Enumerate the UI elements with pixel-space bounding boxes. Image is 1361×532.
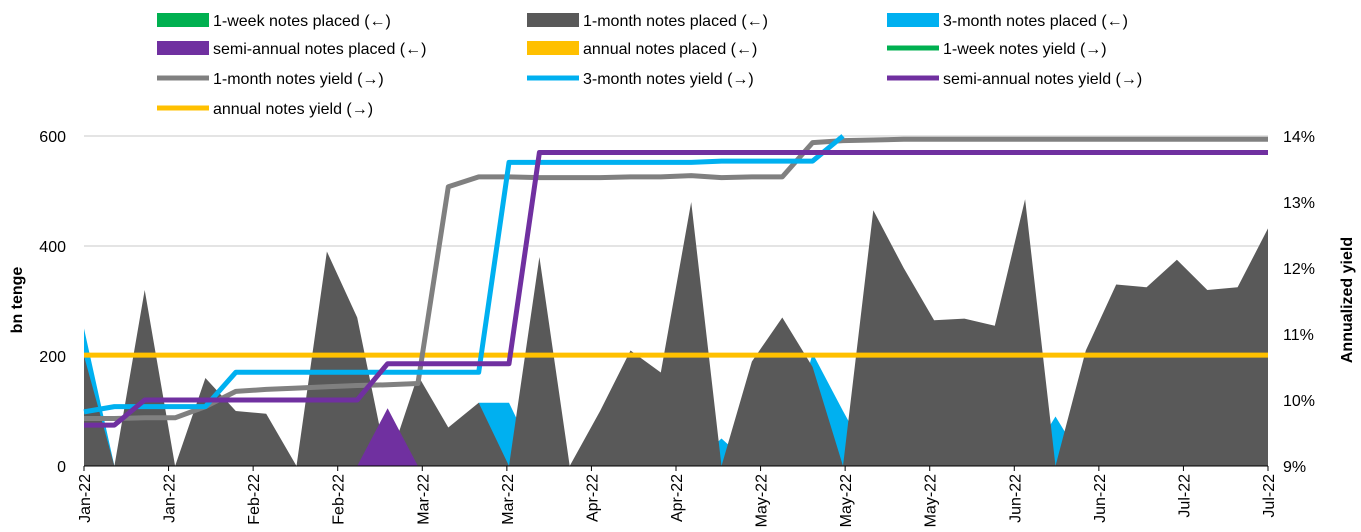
y-left-tick-label: 0: [57, 459, 66, 476]
legend-item: 1-week notes yield (→): [887, 41, 1107, 58]
yield-lines: [83, 134, 1268, 428]
legend-label: annual notes yield (→): [213, 101, 373, 118]
x-tick-label: Apr-22: [669, 474, 686, 522]
x-tick-label: Jun-22: [1092, 474, 1109, 523]
legend-item: annual notes placed (←): [527, 41, 757, 58]
x-tick-label: May-22: [754, 474, 771, 527]
legend-item: 3-month notes placed (←): [887, 13, 1128, 30]
y-left-axis-title: bn tenge: [9, 267, 26, 334]
area-one-month-area: [84, 199, 1268, 467]
x-tick-label: Mar-22: [500, 474, 517, 525]
x-tick-label: Jan-22: [77, 474, 94, 523]
legend-swatch: [887, 13, 939, 27]
x-tick-label: Jan-22: [162, 474, 179, 523]
x-tick-label: Apr-22: [584, 474, 601, 522]
legend-item: 3-month notes yield (→): [527, 71, 754, 88]
x-tick-label: Mar-22: [415, 474, 432, 525]
legend-label: 1-week notes placed (←): [213, 13, 391, 30]
y-right-tick-label: 14%: [1283, 129, 1315, 146]
x-tick-label: Jun-22: [1007, 474, 1024, 523]
legend-item: 1-month notes placed (←): [527, 13, 768, 30]
legend-label: 3-month notes yield (→): [583, 71, 754, 88]
area-semi-annual: [84, 408, 1268, 466]
legend-item: 1-month notes yield (→): [157, 71, 384, 88]
legend-label: semi-annual notes yield (→): [943, 71, 1142, 88]
y-left-tick-label: 400: [39, 239, 66, 256]
y-right-tick-label: 10%: [1283, 393, 1315, 410]
legend-swatch: [157, 41, 209, 55]
legend-swatch: [527, 13, 579, 27]
y-right-axis-title: Annualized yield: [1339, 237, 1356, 363]
x-tick-label: Jul-22: [1261, 474, 1278, 518]
x-tick-label: May-22: [838, 474, 855, 527]
legend-swatch: [157, 13, 209, 27]
legend-item: semi-annual notes placed (←): [157, 41, 426, 58]
legend-label: semi-annual notes placed (←): [213, 41, 426, 58]
legend-label: 1-week notes yield (→): [943, 41, 1107, 58]
y-right-tick-label: 12%: [1283, 261, 1315, 278]
line-semi-annual: [84, 150, 1268, 428]
legend-label: 3-month notes placed (←): [943, 13, 1128, 30]
legend-swatch: [527, 41, 579, 55]
legend-item: semi-annual notes yield (→): [887, 71, 1142, 88]
y-left-tick-label: 600: [39, 129, 66, 146]
x-tick-label: Feb-22: [246, 474, 263, 525]
y-right-tick-label: 13%: [1283, 195, 1315, 212]
legend-label: 1-month notes yield (→): [213, 71, 384, 88]
axes: 0 200 400 600 9% 10% 11% 12% 13% 14% Jan-22 Jan-22 F…: [39, 129, 1315, 527]
legend: 1-week notes placed (←) 1-month notes pla…: [157, 13, 1142, 118]
placed-areas: [84, 199, 1268, 467]
x-tick-label: Jul-22: [1176, 474, 1193, 518]
y-right-tick-label: 9%: [1283, 459, 1306, 476]
legend-label: 1-month notes placed (←): [583, 13, 768, 30]
x-tick-label: Feb-22: [331, 474, 348, 525]
y-right-tick-label: 11%: [1283, 327, 1314, 344]
line-one-month-line: [84, 136, 1268, 421]
y-left-tick-label: 200: [39, 349, 66, 366]
legend-item: annual notes yield (→): [157, 101, 373, 118]
legend-item: 1-week notes placed (←): [157, 13, 391, 30]
x-tick-label: May-22: [923, 474, 940, 527]
legend-label: annual notes placed (←): [583, 41, 757, 58]
